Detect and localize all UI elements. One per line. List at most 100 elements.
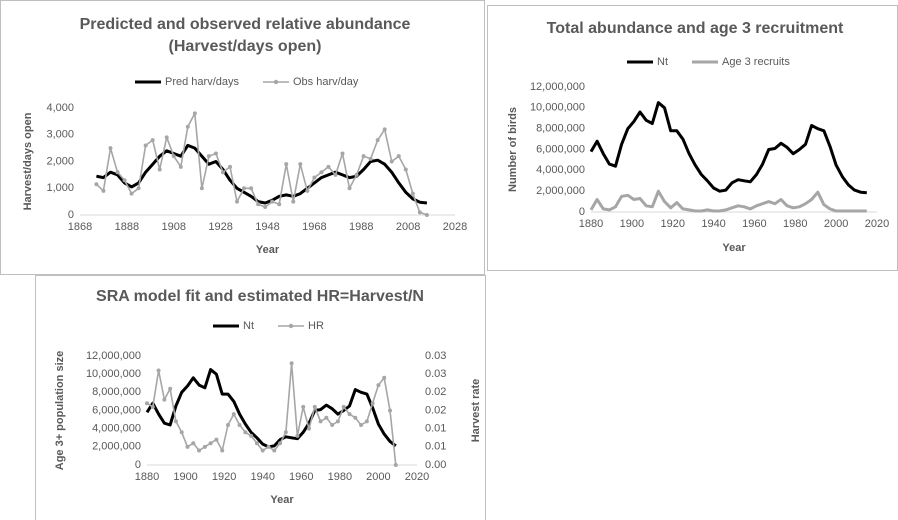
y2-tick-label: 0.03 (425, 350, 446, 362)
y-tick-label: 0 (68, 209, 74, 221)
y-tick-label: 4,000,000 (536, 164, 585, 176)
data-point (324, 415, 329, 420)
data-point (277, 202, 282, 207)
y-tick-label: 10,000,000 (530, 102, 585, 114)
x-tick-label: 1920 (660, 218, 684, 230)
y-axis-label: Number of birds (507, 107, 519, 192)
data-point (122, 178, 127, 183)
x-axis-label: Year (270, 494, 294, 506)
data-point (353, 415, 358, 420)
data-point (115, 170, 120, 175)
x-tick-label: 2028 (443, 221, 467, 233)
y-tick-label: 12,000,000 (530, 81, 585, 93)
x-tick-label: 1948 (255, 221, 279, 233)
x-tick-label: 2020 (865, 218, 889, 230)
data-point (185, 444, 190, 449)
data-point (326, 164, 331, 169)
x-axis-label: Year (256, 244, 280, 256)
data-point (254, 441, 259, 446)
data-point (199, 186, 204, 191)
data-point (214, 437, 219, 442)
data-point (108, 146, 113, 151)
data-point (305, 188, 310, 193)
data-point (235, 199, 240, 204)
data-point (220, 170, 225, 175)
x-tick-label: 2020 (405, 471, 429, 483)
series-line (95, 112, 428, 216)
legend-label: Age 3 recruits (722, 56, 790, 68)
data-point (375, 138, 380, 143)
data-point (354, 172, 359, 177)
y-tick-label: 3,000 (46, 129, 74, 141)
chart-title: Predicted and observed relative abundanc… (79, 16, 411, 55)
x-tick-label: 1928 (208, 221, 232, 233)
data-point (202, 444, 207, 449)
x-tick-label: 1900 (173, 471, 197, 483)
y2-tick-label: 0.00 (425, 459, 446, 471)
data-point (396, 154, 401, 159)
legend-label: HR (308, 320, 324, 332)
legend-label: Obs harv/day (293, 76, 359, 88)
y-tick-label: 6,000,000 (536, 143, 585, 155)
y2-tick-label: 0.01 (425, 441, 446, 453)
data-point (143, 143, 148, 148)
data-point (270, 199, 275, 204)
y-tick-label: 8,000,000 (536, 123, 585, 135)
data-point (312, 175, 317, 180)
data-point (283, 430, 288, 435)
data-point (410, 191, 415, 196)
data-point (94, 182, 99, 187)
legend-marker (273, 79, 279, 85)
data-point (347, 412, 352, 417)
x-tick-label: 1980 (783, 218, 807, 230)
data-point (301, 404, 306, 409)
data-point (368, 156, 373, 161)
y-tick-label: 8,000,000 (92, 386, 141, 398)
data-point (388, 408, 392, 413)
data-point (318, 419, 323, 424)
y-axis-label: Age 3+ population size (54, 351, 66, 471)
data-point (157, 167, 162, 172)
x-tick-label: 1908 (162, 221, 186, 233)
series-line (589, 189, 867, 213)
x-tick-label: 1960 (742, 218, 766, 230)
data-point (289, 361, 294, 366)
x-tick-label: 1888 (115, 221, 139, 233)
data-point (278, 441, 283, 446)
legend-marker (288, 323, 294, 329)
data-point (335, 419, 340, 424)
data-point (197, 448, 202, 453)
data-point (208, 441, 213, 446)
chart-border (0, 0, 485, 275)
data-point (249, 186, 254, 191)
data-point (237, 423, 242, 428)
y-tick-label: 2,000,000 (92, 441, 141, 453)
x-tick-label: 1968 (302, 221, 326, 233)
data-point (168, 386, 173, 391)
data-point (256, 202, 261, 207)
x-tick-label: 1880 (135, 471, 159, 483)
data-point (185, 124, 190, 129)
x-tick-label: 1960 (289, 471, 313, 483)
y2-tick-label: 0.02 (425, 386, 446, 398)
y-tick-label: 2,000,000 (536, 185, 585, 197)
legend-label: Nt (243, 320, 254, 332)
data-point (156, 368, 161, 373)
chart-border (487, 5, 898, 271)
data-point (162, 397, 167, 402)
data-point (231, 412, 236, 417)
data-point (179, 430, 184, 435)
data-point (298, 162, 303, 167)
data-point (164, 135, 169, 140)
data-point (364, 419, 369, 424)
chart-title: Total abundance and age 3 recruitment (546, 20, 844, 37)
data-point (145, 401, 149, 406)
data-point (228, 164, 232, 169)
data-point (393, 463, 398, 467)
legend-label: Nt (657, 56, 668, 68)
data-point (243, 430, 248, 435)
data-point (150, 138, 155, 143)
x-tick-label: 2000 (366, 471, 390, 483)
data-point (206, 154, 211, 159)
